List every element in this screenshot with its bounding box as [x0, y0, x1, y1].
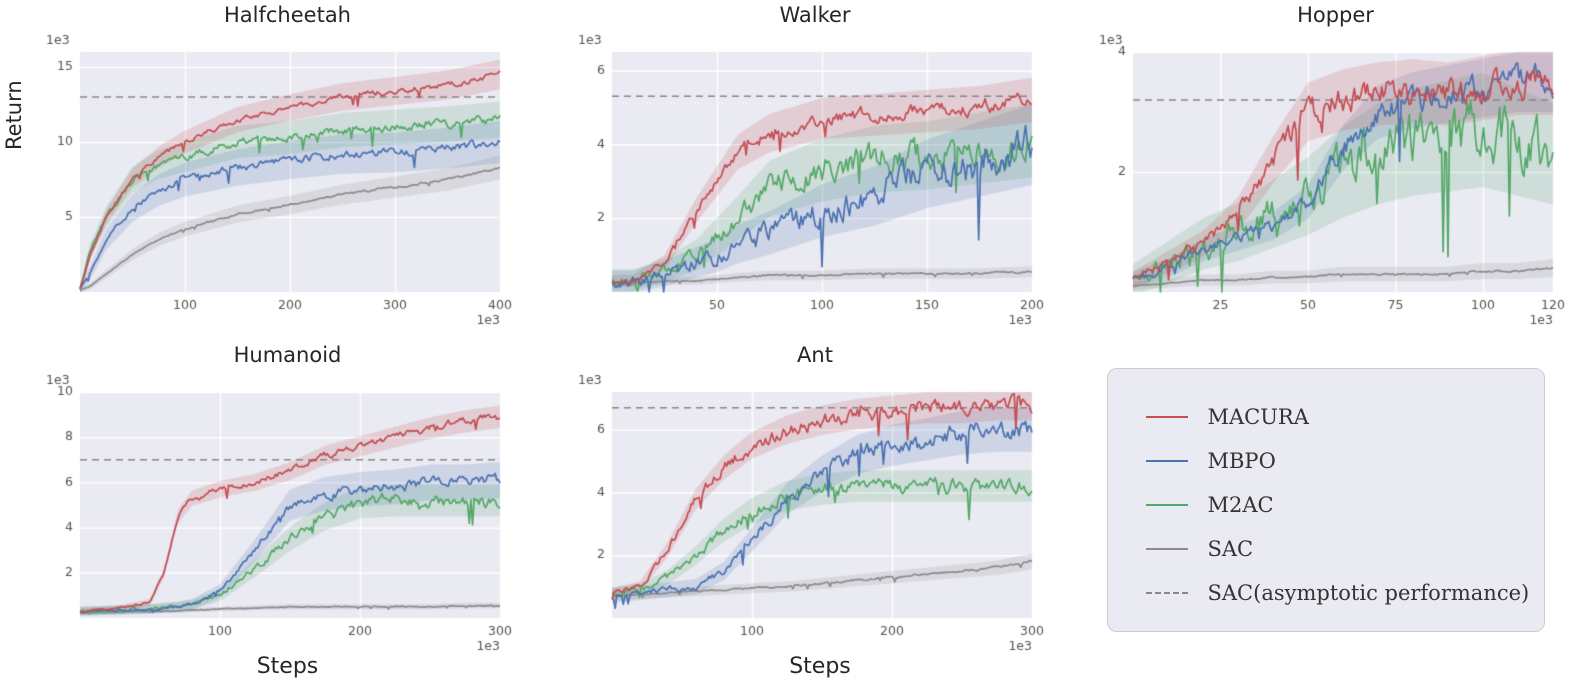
- mbpo-line-swatch: [1145, 460, 1188, 462]
- legend-item-macura: MACURA: [1145, 395, 1544, 439]
- cell-humanoid: Return Humanoid Steps: [0, 340, 545, 699]
- legend-label: M2AC: [1207, 493, 1274, 517]
- cell-halfcheetah: Return Halfcheetah: [0, 0, 545, 340]
- chart-walker: Walker: [566, 0, 1044, 330]
- chart-title-walker: Walker: [779, 3, 851, 27]
- chart-halfcheetah: Halfcheetah: [33, 0, 512, 330]
- legend: MACURA MBPO M2AC SAC SAC(asymptotic performa…: [1106, 368, 1545, 632]
- sac-line-swatch: [1145, 548, 1188, 550]
- y-axis-label-top: Return: [2, 80, 26, 150]
- chart-ant: Ant Steps: [566, 340, 1044, 679]
- cell-legend: MACURA MBPO M2AC SAC SAC(asymptotic performa…: [1065, 340, 1586, 699]
- chart-title-hopper: Hopper: [1297, 3, 1374, 27]
- legend-label: MACURA: [1207, 405, 1309, 429]
- legend-item-sac-asymptotic: SAC(asymptotic performance): [1145, 571, 1544, 615]
- cell-hopper: Hopper: [1065, 0, 1586, 340]
- chart-humanoid: Humanoid Steps: [33, 340, 512, 679]
- macura-line-swatch: [1145, 416, 1188, 418]
- legend-label: SAC: [1207, 537, 1254, 561]
- plot-canvas-ant: [566, 368, 1044, 656]
- plot-canvas-halfcheetah: [33, 28, 512, 330]
- legend-label: MBPO: [1207, 449, 1276, 473]
- x-axis-label-ant: Steps: [789, 654, 851, 679]
- legend-item-sac: SAC: [1145, 527, 1544, 571]
- m2ac-line-swatch: [1145, 504, 1188, 506]
- sac-asymptotic-line-swatch: [1145, 592, 1188, 594]
- chart-hopper: Hopper: [1086, 0, 1565, 330]
- plot-canvas-humanoid: [33, 368, 512, 656]
- legend-label: SAC(asymptotic performance): [1207, 581, 1530, 605]
- cell-walker: Walker: [545, 0, 1065, 340]
- plot-canvas-walker: [566, 28, 1044, 330]
- legend-item-mbpo: MBPO: [1145, 439, 1544, 483]
- legend-item-m2ac: M2AC: [1145, 483, 1544, 527]
- chart-title-humanoid: Humanoid: [233, 343, 342, 367]
- cell-ant: Ant Steps: [545, 340, 1065, 699]
- chart-title-ant: Ant: [797, 343, 833, 367]
- x-axis-label-humanoid: Steps: [256, 654, 319, 679]
- chart-title-halfcheetah: Halfcheetah: [224, 3, 351, 27]
- plot-canvas-hopper: [1086, 28, 1565, 330]
